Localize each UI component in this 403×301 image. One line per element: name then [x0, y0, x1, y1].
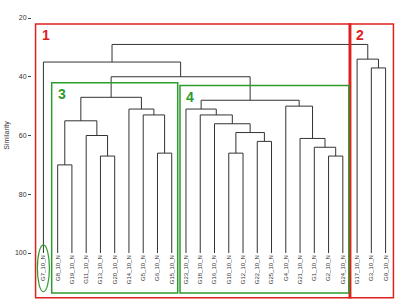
svg-text:G22_10_N: G22_10_N: [254, 255, 260, 284]
svg-text:G13_10_N: G13_10_N: [97, 255, 103, 284]
svg-text:G23_10_N: G23_10_N: [183, 255, 189, 284]
svg-text:G6_10_N: G6_10_N: [154, 255, 160, 281]
svg-text:G17_10_N: G17_10_N: [354, 255, 360, 284]
svg-text:2: 2: [356, 27, 364, 43]
svg-text:G25_10_N: G25_10_N: [268, 255, 274, 284]
svg-text:40: 40: [19, 73, 27, 80]
svg-text:1: 1: [42, 27, 50, 43]
svg-text:G2_10_N: G2_10_N: [326, 255, 332, 281]
svg-text:G7_10_N: G7_10_N: [40, 255, 46, 281]
svg-text:G24_10_N: G24_10_N: [340, 255, 346, 284]
svg-text:G20_10_N: G20_10_N: [112, 255, 118, 284]
svg-text:3: 3: [58, 86, 66, 102]
svg-text:G14_10_N: G14_10_N: [126, 255, 132, 284]
svg-text:G8_10_N: G8_10_N: [55, 255, 61, 281]
svg-text:G1_10_N: G1_10_N: [311, 255, 317, 281]
svg-text:G10_10_N: G10_10_N: [226, 255, 232, 284]
svg-text:Similarity: Similarity: [3, 121, 11, 150]
svg-text:G5_10_N: G5_10_N: [140, 255, 146, 281]
svg-text:G3_10_N: G3_10_N: [368, 255, 374, 281]
svg-text:G19_10_N: G19_10_N: [69, 255, 75, 284]
svg-text:G18_10_N: G18_10_N: [197, 255, 203, 284]
svg-text:G16_10_N: G16_10_N: [211, 255, 217, 284]
svg-text:G12_10_N: G12_10_N: [240, 255, 246, 284]
svg-text:60: 60: [19, 132, 27, 139]
svg-text:100: 100: [15, 249, 27, 256]
svg-text:G9_10_N: G9_10_N: [383, 255, 389, 281]
svg-text:G11_10_N: G11_10_N: [83, 255, 89, 284]
svg-text:G15_10_N: G15_10_N: [169, 255, 175, 284]
svg-text:20: 20: [19, 14, 27, 21]
svg-text:G4_10_N: G4_10_N: [283, 255, 289, 281]
svg-text:80: 80: [19, 191, 27, 198]
svg-text:4: 4: [186, 89, 194, 105]
svg-text:G21_10_N: G21_10_N: [297, 255, 303, 284]
